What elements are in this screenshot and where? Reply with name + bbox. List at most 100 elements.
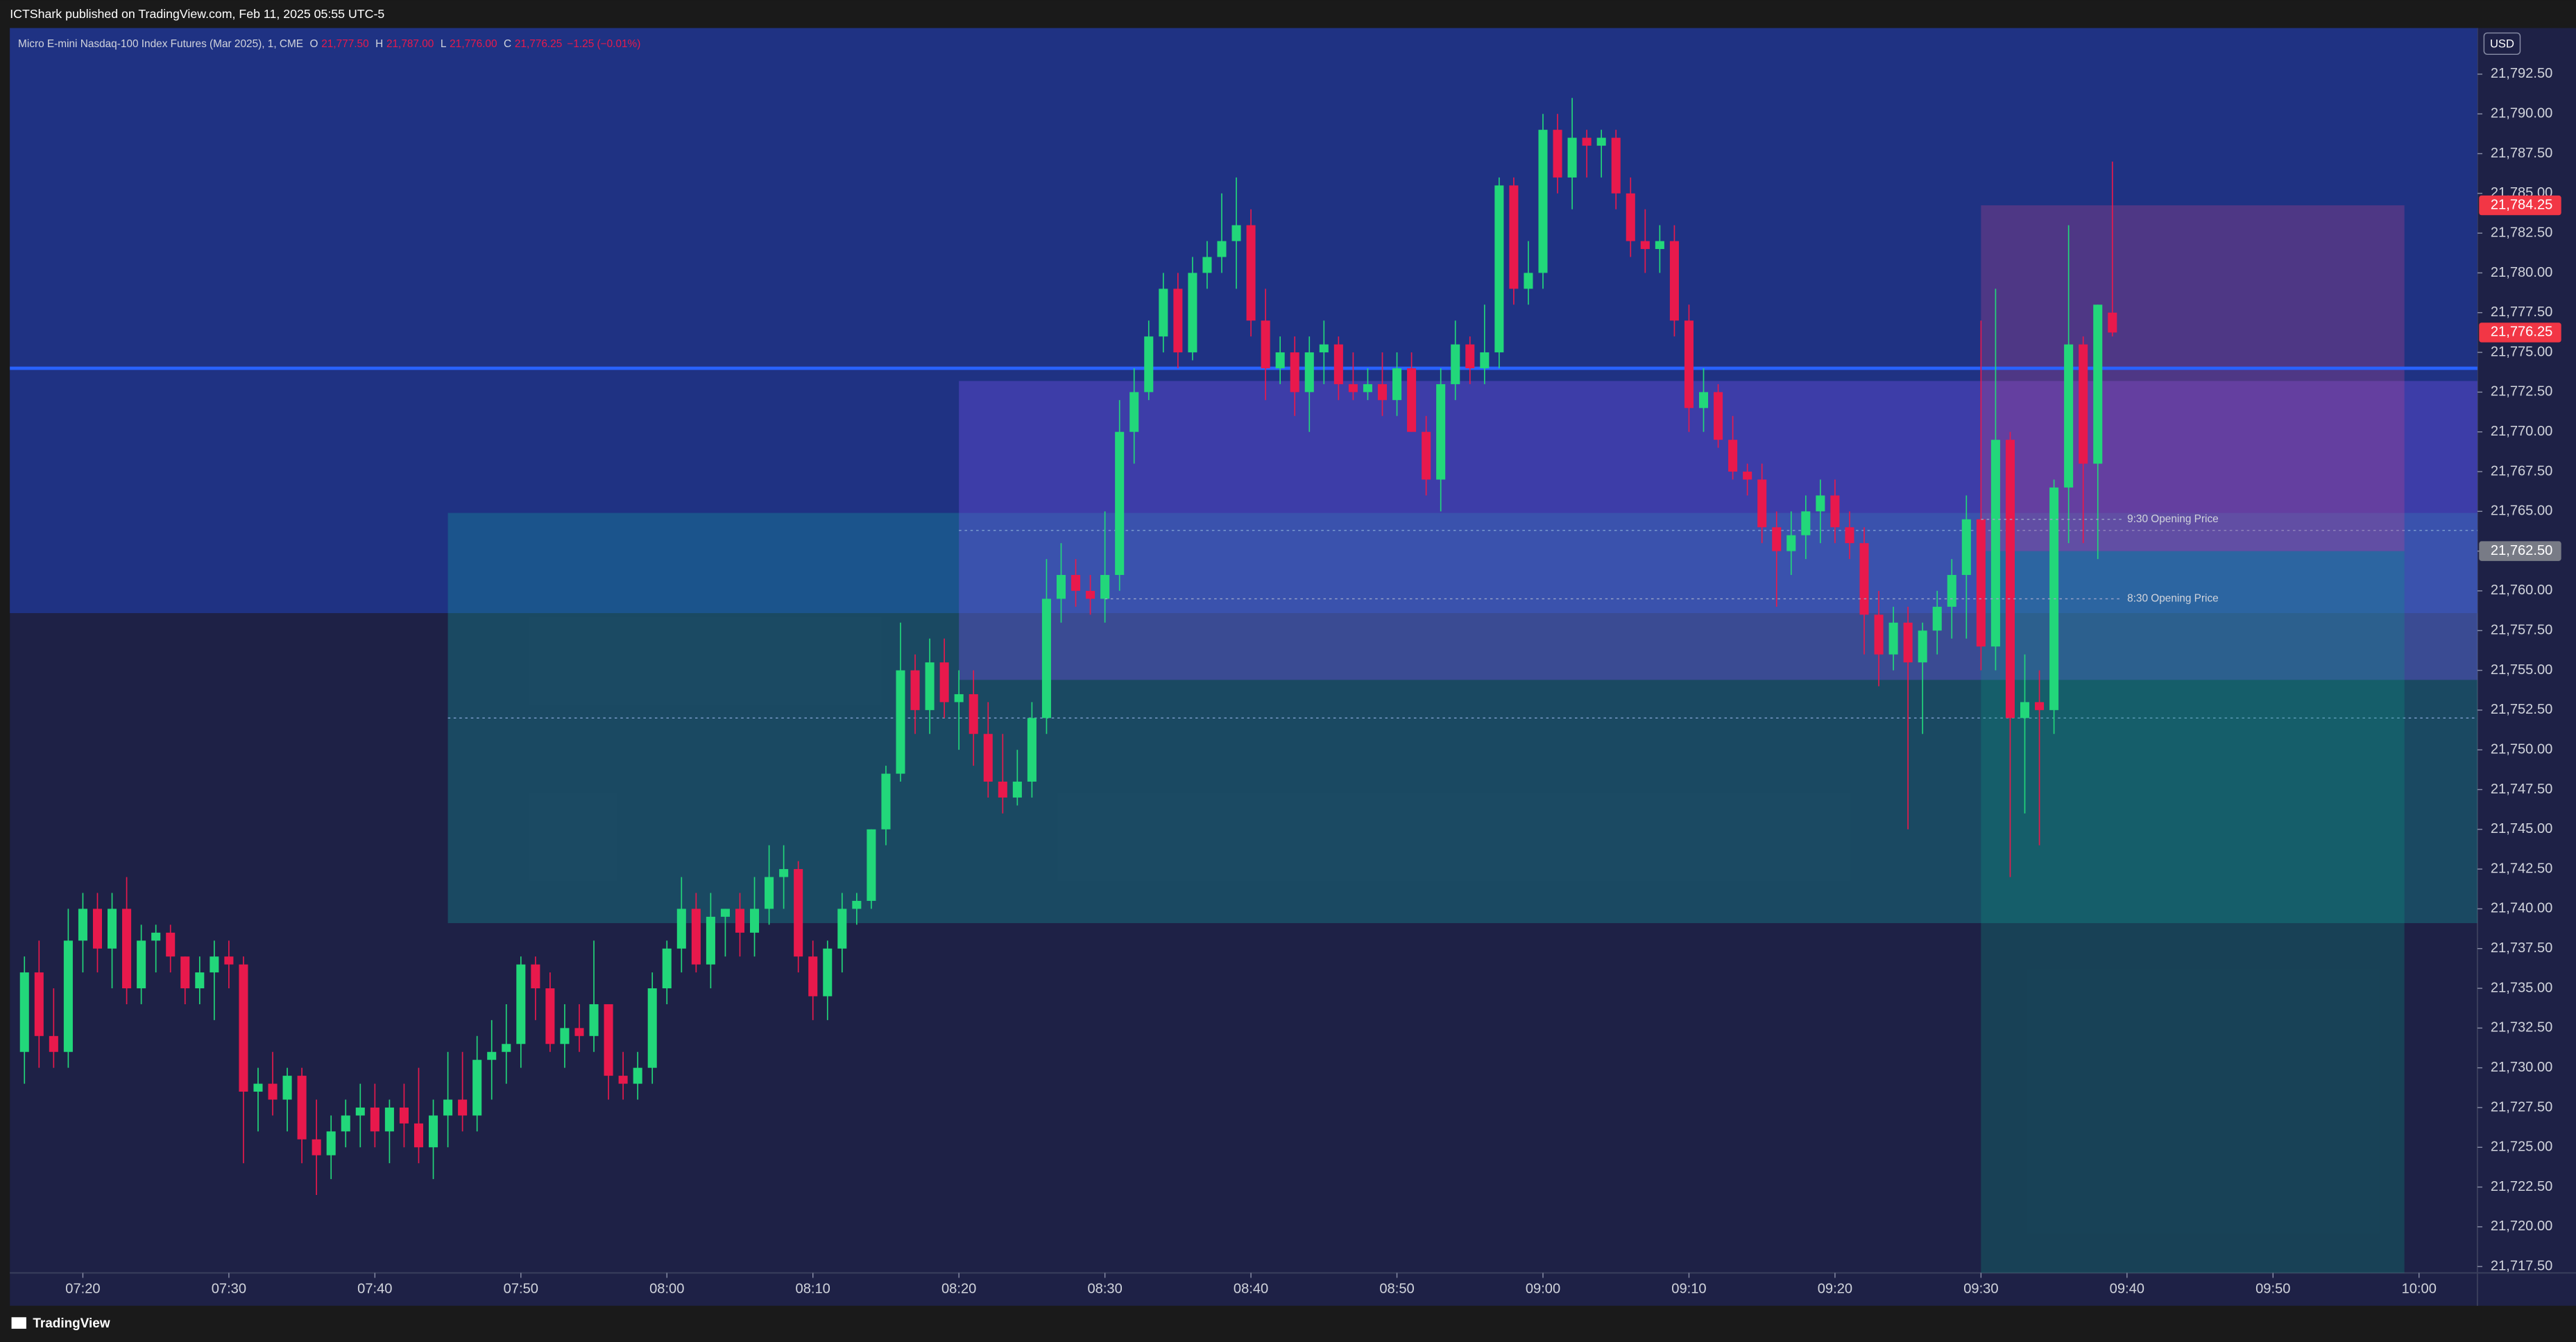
candle-body (765, 877, 774, 909)
candle-body (472, 1060, 482, 1116)
candle-body (2035, 702, 2045, 710)
candle-body (531, 964, 540, 989)
candle-body (1932, 606, 1942, 631)
candle-body (2108, 312, 2117, 333)
y-tick-label: 21,727.50 (2491, 1099, 2552, 1115)
candle-body (1115, 431, 1125, 576)
candle-body (1071, 575, 1081, 591)
candle-body (413, 1123, 424, 1148)
y-tick-label: 21,720.00 (2491, 1219, 2552, 1234)
candle-body (1859, 543, 1869, 615)
candle-body (1640, 241, 1650, 250)
candle-body (560, 1028, 570, 1044)
candle-body (852, 900, 862, 909)
candle-body (502, 1044, 511, 1052)
candle-body (1392, 368, 1402, 400)
y-tick-label: 21,717.50 (2491, 1259, 2552, 1274)
candle-body (1027, 718, 1037, 782)
footer: TradingView (33, 1316, 110, 1331)
candle-body (458, 1099, 468, 1116)
candle-body (1947, 575, 1956, 607)
y-tick-label: 21,745.00 (2491, 821, 2552, 836)
time-axis (10, 1273, 2477, 1306)
legend-part: L (441, 38, 447, 50)
candle-body (384, 1107, 394, 1132)
y-tick-label: 21,777.50 (2491, 304, 2552, 320)
candle-body (1144, 336, 1154, 393)
footer-logo (11, 1317, 26, 1329)
candle-body (1698, 392, 1709, 408)
candle-body (1465, 344, 1475, 369)
candle-body (122, 909, 132, 989)
candle-body (589, 1004, 599, 1036)
candle-body (2005, 440, 2015, 719)
candle-body (1626, 193, 1635, 241)
candle-body (429, 1115, 438, 1148)
logo-mark (11, 1317, 26, 1329)
candle-body (1743, 472, 1752, 480)
candle-body (2079, 344, 2088, 464)
candle-body (954, 694, 964, 703)
legend-part: 21,777.50 (321, 38, 368, 50)
candle-body (1480, 352, 1490, 369)
chart-layer: 9:30 Opening Price 8:30 Opening Price 21,7… (10, 28, 2561, 1296)
candle-body (1669, 241, 1679, 321)
candle-body (1874, 614, 1884, 655)
candle-body (326, 1131, 336, 1155)
candle-body (1188, 273, 1197, 353)
candle-body (1246, 225, 1256, 321)
y-tick-label: 21,772.50 (2491, 384, 2552, 399)
candle-body (1100, 575, 1110, 599)
x-tick-label: 08:50 (1379, 1281, 1414, 1296)
candle-body (210, 956, 219, 973)
candle-body (108, 909, 117, 949)
candle-body (253, 1083, 263, 1092)
candle-body (1714, 392, 1723, 440)
candle-body (1524, 273, 1533, 289)
y-tick-label: 21,740.00 (2491, 901, 2552, 916)
price-tag (2479, 541, 2561, 561)
candle-body (1436, 384, 1446, 480)
candle-body (1129, 392, 1139, 432)
candle-body (1509, 185, 1519, 289)
y-tick-label: 21,742.50 (2491, 861, 2552, 876)
x-tick-label: 09:10 (1671, 1281, 1706, 1296)
candle-body (239, 964, 248, 1092)
candle-body (1611, 137, 1621, 193)
candle-body (1976, 519, 1986, 647)
candle-body (925, 662, 935, 710)
price-tag (2479, 195, 2561, 216)
y-tick-label: 21,755.00 (2491, 662, 2552, 678)
y-tick-label: 21,775.00 (2491, 344, 2552, 359)
x-tick-label: 09:20 (1818, 1281, 1852, 1296)
candle-body (1333, 344, 1343, 384)
candle-body (1261, 320, 1270, 369)
candle-body (720, 909, 730, 917)
candle-body (881, 773, 891, 829)
candle-body (1553, 130, 1562, 178)
candle-body (49, 1035, 58, 1052)
candle-body (837, 909, 847, 949)
candle-body (1217, 241, 1227, 257)
candle-body (1845, 527, 1854, 544)
x-tick-label: 08:20 (941, 1281, 976, 1296)
candle-body (195, 972, 205, 989)
candle-body (750, 909, 760, 933)
x-tick-label: 08:00 (649, 1281, 684, 1296)
x-tick-label: 09:30 (1963, 1281, 1998, 1296)
candle-body (1407, 368, 1417, 432)
candle-body (998, 782, 1007, 798)
candle-body (1728, 440, 1738, 472)
y-tick-label: 21,722.50 (2491, 1179, 2552, 1194)
legend: Micro E-mini Nasdaq-100 Index Futures (M… (18, 38, 640, 50)
y-tick-label: 21,725.00 (2491, 1139, 2552, 1155)
y-tick-label: 21,752.50 (2491, 702, 2552, 717)
position-upper (1981, 205, 2405, 551)
candle-body (1422, 431, 1431, 480)
legend-part: 21,787.00 (386, 38, 434, 50)
candle-body (808, 956, 818, 997)
upper-region (10, 28, 2477, 614)
candle-body (1202, 257, 1212, 273)
candle-body (794, 869, 803, 957)
